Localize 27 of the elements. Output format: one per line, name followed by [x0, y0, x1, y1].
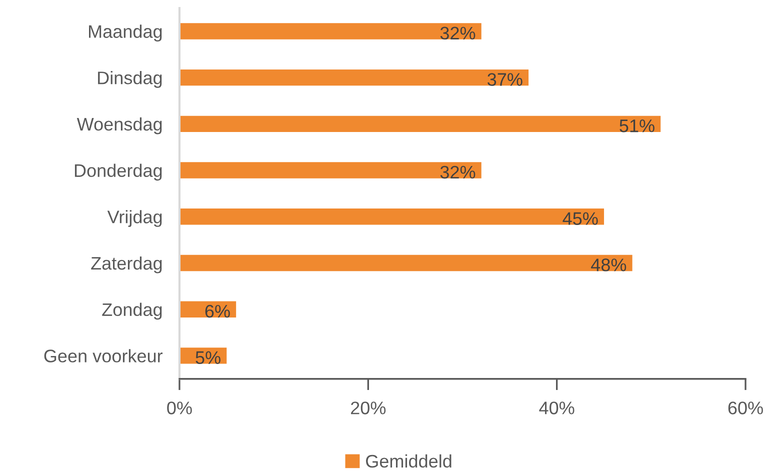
y-tick-label: Zondag: [102, 302, 162, 320]
x-tick-label: 60%: [728, 402, 763, 414]
y-tick-label: Woensdag: [76, 117, 162, 134]
data-label: 5%: [196, 351, 220, 364]
x-tick-label: 0%: [167, 402, 192, 414]
data-label: 32%: [440, 26, 476, 40]
x-tick-label: 40%: [539, 402, 574, 414]
data-label: 51%: [620, 120, 654, 132]
data-label: 37%: [488, 73, 522, 86]
data-label: 48%: [591, 258, 626, 272]
bar: [179, 23, 482, 40]
bar: [179, 116, 661, 132]
bar: [179, 162, 482, 178]
bar: [179, 208, 604, 225]
data-label: 45%: [562, 212, 598, 225]
data-label: 32%: [440, 166, 476, 179]
y-tick-label: Dinsdag: [98, 71, 162, 88]
y-tick-label: Vrijdag: [107, 210, 162, 227]
y-tick-label: Geen voorkeur: [44, 349, 163, 362]
bar: [179, 69, 529, 86]
bar: [179, 254, 632, 272]
data-label: 6%: [205, 304, 230, 318]
y-tick-label: Maandag: [89, 24, 162, 42]
y-tick-label: Donderdag: [74, 164, 162, 181]
x-tick-label: 20%: [351, 402, 386, 414]
y-tick-label: Zaterdag: [91, 256, 162, 274]
legend-label: Gemiddeld: [366, 454, 452, 468]
